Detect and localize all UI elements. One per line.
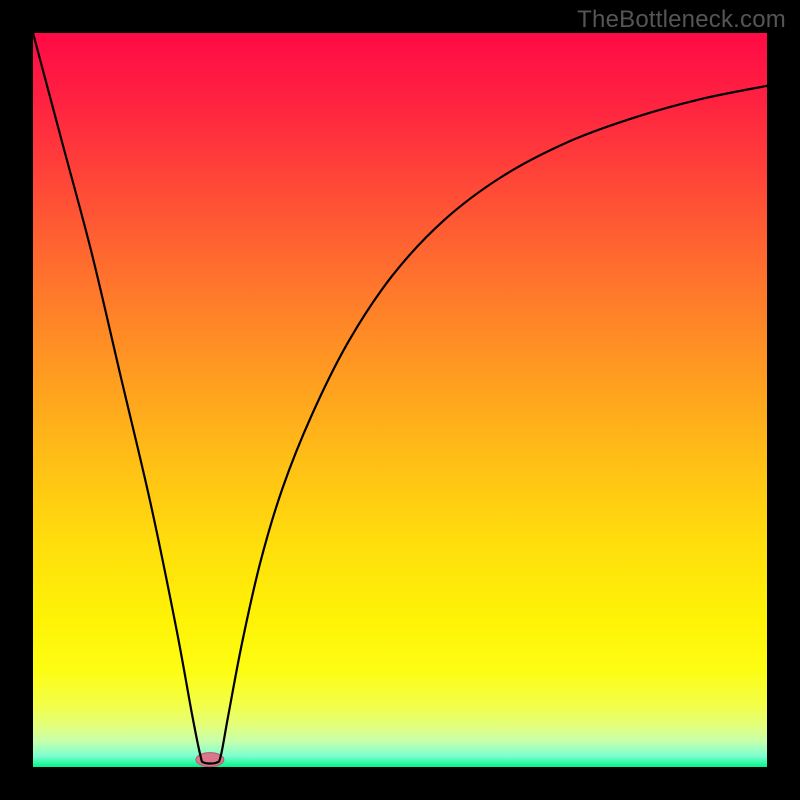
plot-area (33, 33, 767, 767)
chart-container: TheBottleneck.com (0, 0, 800, 800)
watermark-text: TheBottleneck.com (577, 6, 786, 34)
bottleneck-chart-svg (0, 0, 800, 800)
